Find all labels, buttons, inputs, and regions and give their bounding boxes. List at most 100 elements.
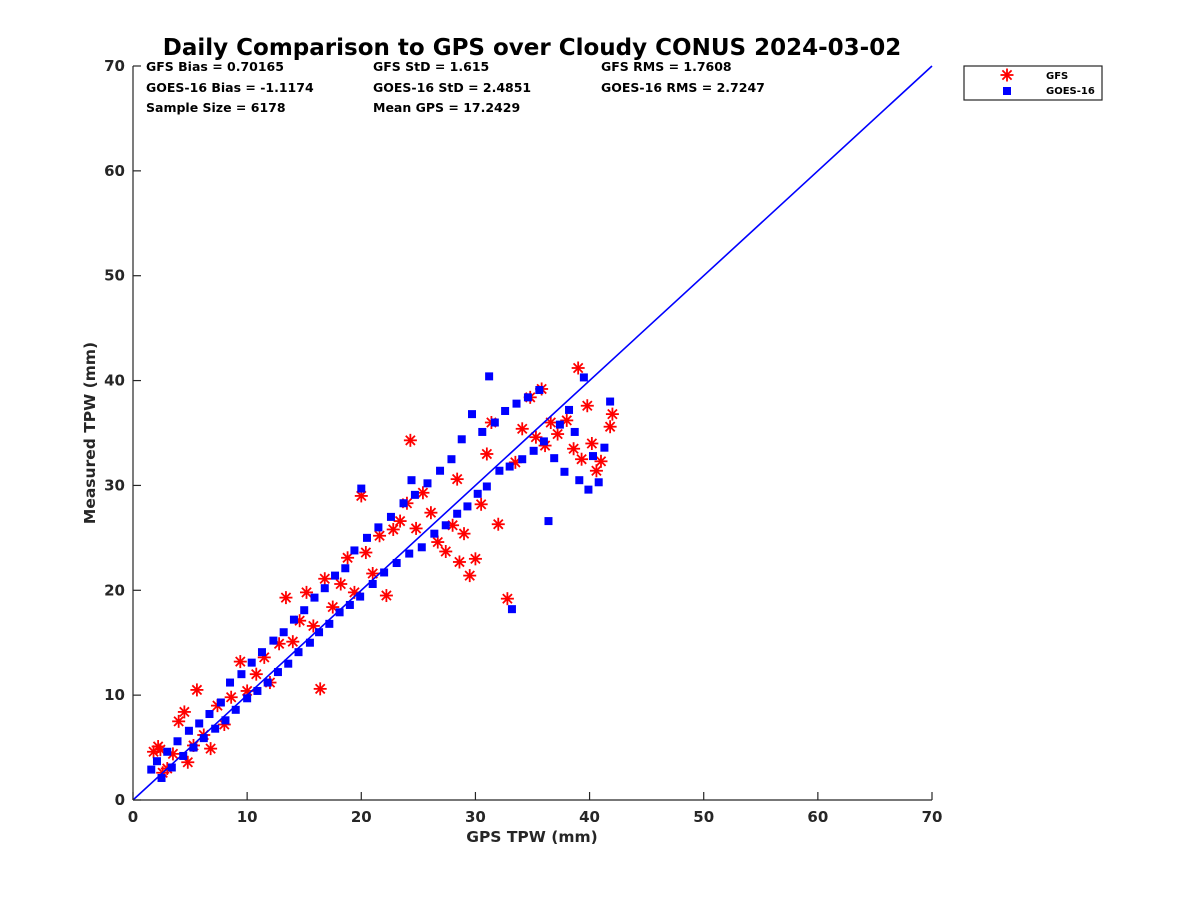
gfs-point: [379, 589, 393, 603]
legend-box: [963, 65, 1103, 101]
gfs-point: [589, 464, 603, 478]
goes16-point: [179, 751, 188, 760]
goes16-point: [501, 406, 510, 415]
goes16-point: [410, 490, 419, 499]
y-ticks: 0 10 20 30 40 50 60 70: [104, 57, 141, 809]
y-tick-label: 50: [104, 267, 125, 285]
gfs-point: [249, 667, 263, 681]
goes16-point: [529, 446, 538, 455]
stat-goes16-std: GOES-16 StD = 2.4851: [373, 80, 531, 95]
legend-goes16-label: GOES-16: [1046, 86, 1095, 97]
gfs-point: [224, 690, 238, 704]
goes16-point: [284, 659, 293, 668]
goes16-point: [560, 467, 569, 476]
gfs-point: [603, 420, 617, 434]
gfs-point: [474, 497, 488, 511]
goes16-point: [205, 710, 214, 719]
goes16-point: [565, 405, 574, 414]
goes16-point: [584, 485, 593, 494]
goes16-point: [231, 705, 240, 714]
legend-gfs-asterisk: [1000, 68, 1014, 82]
gfs-point: [177, 705, 191, 719]
gfs-point: [341, 551, 355, 565]
goes16-point: [423, 479, 432, 488]
goes16-point: [588, 452, 597, 461]
goes16-point: [468, 410, 477, 419]
goes16-point: [606, 397, 615, 406]
gfs-point: [567, 442, 581, 456]
stat-gfs-std: GFS StD = 1.615: [373, 59, 489, 74]
goes16-point: [269, 636, 278, 645]
gfs-point: [403, 433, 417, 447]
gfs-point: [424, 506, 438, 520]
goes16-point: [495, 466, 504, 475]
goes16-point: [447, 455, 456, 464]
goes16-point: [147, 765, 156, 774]
gfs-point: [233, 655, 247, 669]
goes16-point: [279, 628, 288, 637]
goes16-point: [325, 619, 334, 628]
goes16-point: [539, 437, 548, 446]
gfs-point: [439, 544, 453, 558]
goes16-point: [518, 455, 527, 464]
goes16-point: [289, 615, 298, 624]
gfs-point: [468, 552, 482, 566]
stat-gfs-rms: GFS RMS = 1.7608: [601, 59, 732, 74]
goes16-point: [247, 658, 256, 667]
gfs-point: [313, 682, 327, 696]
x-tick-label: 70: [922, 808, 943, 826]
goes16-point: [523, 393, 532, 402]
goes16-point: [305, 638, 314, 647]
gfs-point: [386, 522, 400, 536]
stat-goes16-rms: GOES-16 RMS = 2.7247: [601, 80, 765, 95]
goes16-point: [211, 724, 220, 733]
goes16-point: [356, 592, 365, 601]
gfs-point: [560, 413, 574, 427]
goes16-point: [575, 476, 584, 485]
statistics-block: GFS Bias = 0.70165 GFS StD = 1.615 GFS R…: [146, 59, 765, 115]
goes16-point: [226, 678, 235, 687]
goes16-point: [350, 546, 359, 555]
gfs-point: [366, 567, 380, 581]
goes16-point: [600, 443, 609, 452]
one-to-one-line: [132, 65, 933, 801]
gfs-point: [500, 592, 514, 606]
gfs-point: [279, 591, 293, 605]
goes16-point: [199, 734, 208, 743]
goes16-point: [482, 482, 491, 491]
goes16-point: [362, 533, 371, 542]
goes16-point: [505, 462, 514, 471]
goes16-point: [594, 478, 603, 487]
goes16-point: [386, 512, 395, 521]
goes16-point: [345, 600, 354, 609]
goes16-point: [392, 559, 401, 568]
goes16-point: [535, 386, 544, 395]
y-tick-label: 0: [115, 791, 125, 809]
legend-gfs-marker: [1000, 68, 1014, 82]
goes16-point: [310, 593, 319, 602]
y-tick-label: 40: [104, 372, 125, 390]
x-tick-label: 50: [693, 808, 714, 826]
goes16-point: [405, 549, 414, 558]
gfs-point: [450, 472, 464, 486]
gfs-point: [286, 635, 300, 649]
gfs-point: [204, 742, 218, 756]
goes16-point: [473, 489, 482, 498]
gfs-point: [190, 683, 204, 697]
goes16-point: [263, 678, 272, 687]
goes16-point: [152, 757, 161, 766]
y-tick-label: 10: [104, 686, 125, 704]
legend: GFS GOES-16: [963, 65, 1103, 101]
legend-goes16-marker: [1003, 87, 1011, 95]
gfs-point: [359, 546, 373, 560]
goes16-point: [457, 435, 466, 444]
goes16-point: [507, 605, 516, 614]
goes16-point: [490, 418, 499, 427]
goes16-point: [453, 509, 462, 518]
goes16-point: [407, 476, 416, 485]
goes16-point: [430, 529, 439, 538]
gfs-point: [354, 489, 368, 503]
gfs-point: [393, 514, 407, 528]
